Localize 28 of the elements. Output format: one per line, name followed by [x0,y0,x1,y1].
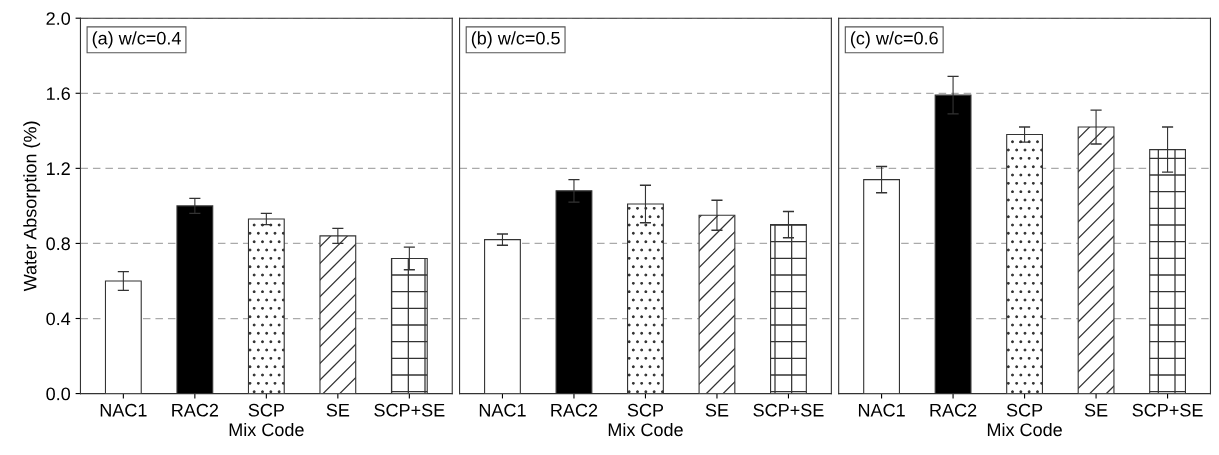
y-tick-label: 1.6 [47,87,70,100]
y-tick-label: 1.2 [47,162,70,175]
x-tick-label: NAC1 [100,403,147,417]
x-tick-label: SCP+SE [753,403,824,417]
annotation: (a) w/c=0.4 [92,31,181,49]
x-tick-label: SCP+SE [1132,403,1203,417]
x-tick-label: SE [326,403,350,417]
x-tick-label: RAC2 [930,403,977,417]
annotation: (c) w/c=0.6 [850,31,938,49]
x-tick-label: RAC2 [551,403,598,417]
x-tick-label: NAC1 [479,403,526,417]
x-tick-label: NAC1 [858,403,905,417]
annotation: (b) w/c=0.5 [471,31,560,49]
x-tick-label: SCP [248,403,284,417]
x-axis-title: Mix Code [608,422,683,437]
y-axis-title: Water Absorption (%) [23,121,41,292]
y-tick-label: 0.4 [46,312,71,326]
x-tick-label: SE [1084,403,1108,417]
x-axis-title: Mix Code [229,422,304,437]
x-tick-label: SCP [1006,403,1043,417]
x-tick-label: SE [705,403,729,417]
y-tick-label: 2.0 [46,12,71,25]
x-tick-label: SCP+SE [374,403,445,417]
y-tick-label: 0.8 [46,237,70,251]
x-tick-label: RAC2 [172,403,219,417]
x-tick-label: SCP [627,403,664,417]
y-tick-label: 0.0 [46,387,71,401]
x-axis-title: Mix Code [987,422,1062,437]
